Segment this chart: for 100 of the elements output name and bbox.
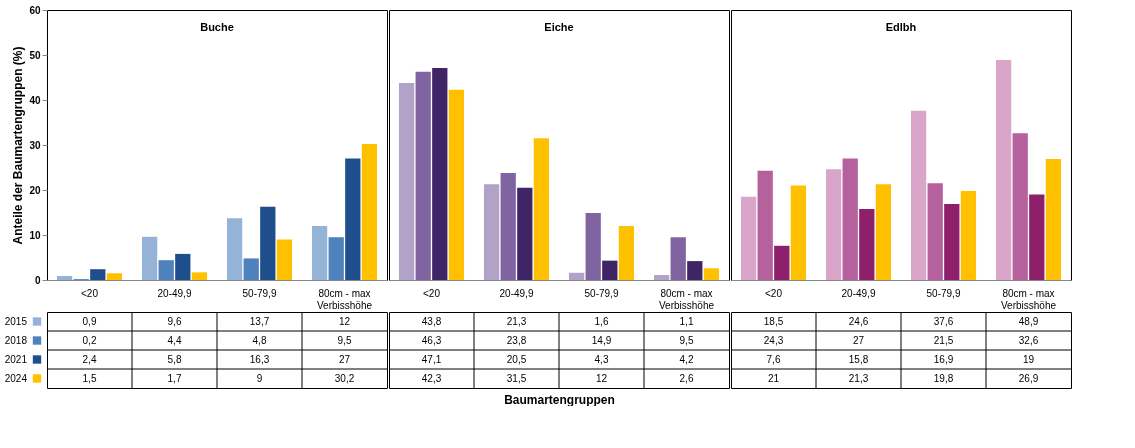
bar [260, 206, 276, 280]
y-tick-label: 40 [29, 94, 41, 106]
data-label: 24,6 [848, 315, 869, 327]
data-label: 9 [256, 372, 263, 384]
x-tick-label: 80cm - max Verbisshöhe [1000, 287, 1057, 311]
bar [670, 237, 686, 280]
data-label: 32,6 [1018, 334, 1039, 346]
data-label: 9,6 [167, 315, 182, 327]
bar [585, 212, 601, 280]
x-tick-label: 50-79,9 [242, 287, 277, 299]
data-label: 9,5 [679, 334, 694, 346]
y-axis-title: Anteile der Baumartengruppen (%) [11, 46, 26, 245]
data-label: 12 [595, 372, 608, 384]
x-tick-label: 20-49,9 [841, 287, 876, 299]
data-label: 27 [338, 353, 351, 365]
data-label: 47,1 [421, 353, 442, 365]
data-label: 23,8 [506, 334, 527, 346]
x-tick-label: 80cm - max Verbisshöhe [316, 287, 373, 311]
data-label: 2,4 [82, 353, 97, 365]
bar [875, 184, 892, 280]
bar [415, 71, 431, 280]
bar [398, 82, 415, 280]
bar [90, 269, 106, 280]
data-label: 7,6 [766, 353, 781, 365]
bar [191, 272, 208, 280]
bar [687, 261, 703, 280]
data-label: 21,3 [506, 315, 527, 327]
x-tick-label: <20 [423, 287, 441, 299]
data-label: 13,7 [249, 315, 270, 327]
text: Eiche [544, 21, 574, 33]
bar [432, 68, 448, 280]
data-label: 37,6 [933, 315, 954, 327]
data-label: 16,9 [933, 353, 954, 365]
data-label: 5,8 [167, 353, 182, 365]
data-label: 46,3 [421, 334, 442, 346]
data-label: 12 [338, 315, 351, 327]
y-tick-label: 20 [29, 184, 41, 196]
bar [328, 237, 344, 280]
data-label: 0,2 [82, 334, 97, 346]
data-label: 1,5 [82, 372, 97, 384]
bar [517, 187, 533, 280]
bar [740, 196, 757, 280]
data-label: 16,3 [249, 353, 270, 365]
data-label: 15,8 [848, 353, 869, 365]
bar [226, 218, 243, 280]
y-tick-label: 30 [29, 139, 41, 151]
x-tick-label: <20 [81, 287, 99, 299]
bar [618, 226, 635, 280]
x-tick-label: 50-79,9 [926, 287, 961, 299]
bar [56, 275, 73, 280]
data-label: 48,9 [1018, 315, 1039, 327]
x-tick-label: 80cm - max Verbisshöhe [658, 287, 715, 311]
data-label: 4,4 [167, 334, 182, 346]
bar [927, 183, 943, 280]
x-tick-label: <20 [765, 287, 783, 299]
data-label: 20,5 [506, 353, 527, 365]
bar [703, 268, 720, 280]
data-label: 21 [767, 372, 780, 384]
bar [345, 158, 361, 280]
bar [825, 169, 842, 280]
bar [944, 203, 960, 280]
bar [757, 170, 773, 280]
text: Edlbh [885, 21, 917, 33]
bar [448, 89, 465, 280]
data-label: 4,2 [679, 353, 694, 365]
bar [995, 59, 1012, 280]
bar [533, 138, 550, 280]
bar [842, 158, 858, 280]
data-label: 2,6 [679, 372, 694, 384]
data-label: 1,6 [594, 315, 609, 327]
data-label: 43,8 [421, 315, 442, 327]
bar [910, 110, 927, 280]
y-tick-label: 10 [29, 229, 41, 241]
data-label: 27 [852, 334, 865, 346]
data-label: 19 [1022, 353, 1035, 365]
data-label: 18,5 [763, 315, 784, 327]
y-tick-label: 0 [34, 274, 41, 286]
legend-label: 2024 [4, 372, 28, 384]
bar [311, 226, 328, 280]
bar [1029, 194, 1045, 280]
legend-label: 2015 [4, 315, 28, 327]
bar [483, 184, 500, 280]
bar [960, 190, 977, 280]
bar [774, 245, 790, 280]
bar [243, 258, 259, 280]
y-tick-label: 60 [29, 4, 41, 16]
data-label: 24,3 [763, 334, 784, 346]
data-label: 19,8 [933, 372, 954, 384]
legend-label: 2021 [4, 353, 28, 365]
data-label: 42,3 [421, 372, 442, 384]
data-label: 14,9 [591, 334, 612, 346]
data-label: 1,1 [679, 315, 694, 327]
bar [568, 272, 585, 280]
text: Buche [200, 21, 234, 33]
bar [859, 208, 875, 280]
data-label: 26,9 [1018, 372, 1039, 384]
x-tick-label: 20-49,9 [157, 287, 192, 299]
data-label: 21,3 [848, 372, 869, 384]
bar [1012, 133, 1028, 280]
bar [106, 273, 123, 280]
